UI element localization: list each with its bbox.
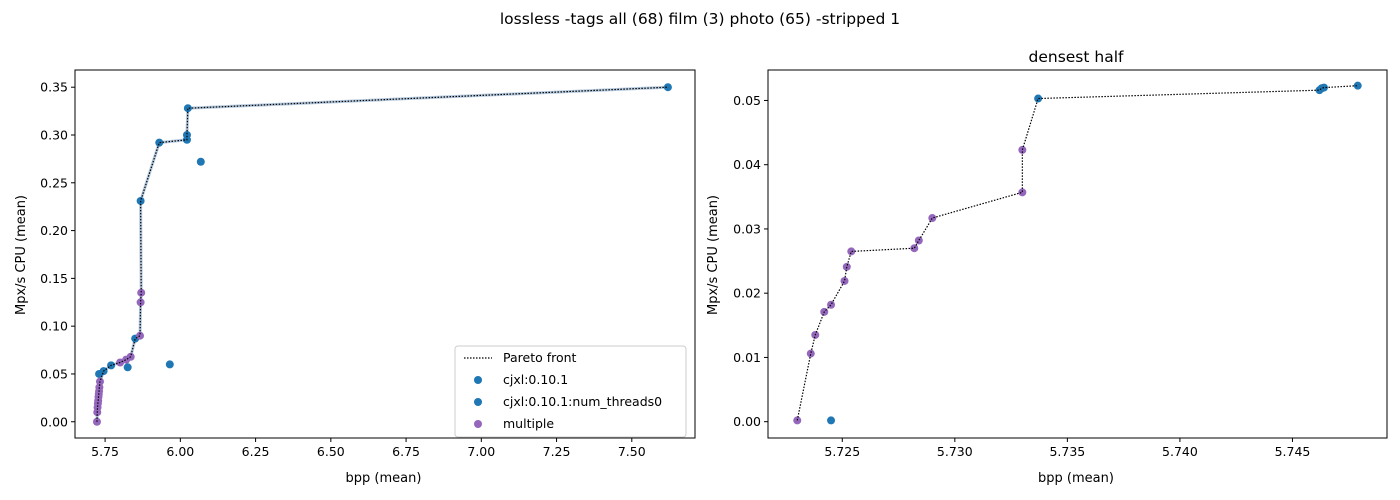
right-point-multiple — [842, 262, 851, 271]
left-axes-frame — [74, 69, 696, 439]
left-x-tick-label: 6.00 — [166, 444, 194, 459]
left-point-cjxl-0-10-1-num-threads0 — [663, 83, 672, 92]
right-y-tick-label: 0.04 — [733, 157, 761, 172]
left-point-cjxl-0-10-1-num-threads0 — [182, 131, 191, 139]
left-x-tick-label: 6.50 — [317, 444, 345, 459]
left-chart-panel: bpp (mean) Mpx/s CPU (mean) 5.75 6.00 6.25… — [14, 69, 696, 486]
right-x-axis-label: bpp (mean) — [1038, 471, 1114, 486]
left-y-tick-label: 0.05 — [40, 366, 68, 381]
right-x-tick-label: 5.745 — [1275, 444, 1311, 459]
left-y-tick-label: 0.10 — [40, 319, 68, 334]
legend-label-cjxl-threads: cjxl:0.10.1:num_threads0 — [503, 394, 662, 409]
left-y-tick-label: 0.30 — [40, 127, 68, 142]
right-x-tick-label: 5.735 — [1049, 444, 1085, 459]
right-point-multiple — [840, 276, 849, 285]
right-x-tick-label: 5.730 — [937, 444, 973, 459]
right-pareto-line — [796, 85, 1358, 421]
right-x-tick-label: 5.725 — [824, 444, 860, 459]
left-point-cjxl-0-10-1 — [123, 363, 132, 372]
legend: Pareto front cjxl:0.10.1 cjxl:0.10.1:num… — [454, 345, 687, 438]
legend-label-pareto: Pareto front — [503, 350, 577, 365]
left-point-cjxl-0-10-1 — [196, 157, 205, 166]
left-y-tick-label: 0.15 — [40, 271, 68, 286]
left-y-tick-label: 0.20 — [40, 223, 68, 238]
left-point-cjxl-0-10-1-num-threads0 — [183, 104, 192, 113]
right-point-cjxl-0-10-1-num-threads0 — [1353, 81, 1362, 90]
right-point-cjxl-0-10-1 — [827, 416, 836, 425]
left-y-tick-label: 0.25 — [40, 175, 68, 190]
right-y-tick-label: 0.01 — [733, 350, 761, 365]
left-point-multiple — [136, 298, 145, 307]
left-x-tick-label: 7.25 — [543, 444, 571, 459]
left-point-cjxl-0-10-1-num-threads0 — [155, 138, 164, 147]
legend-label-multiple: multiple — [503, 416, 554, 431]
figure-title: lossless -tags all (68) film (3) photo (… — [500, 10, 900, 28]
right-point-cjxl-0-10-1-num-threads0 — [1034, 94, 1043, 103]
right-chart-panel: densest half bpp (mean) Mpx/s CPU (mean)… — [706, 48, 1388, 486]
left-x-tick-label: 7.00 — [467, 444, 495, 459]
right-point-multiple — [806, 349, 815, 358]
right-point-multiple — [910, 244, 919, 253]
right-point-multiple — [827, 300, 836, 309]
right-point-multiple — [928, 214, 937, 223]
right-axes-frame — [767, 69, 1388, 439]
right-y-tick-label: 0.03 — [733, 221, 761, 236]
left-pareto-line — [96, 86, 668, 422]
right-chart-title: densest half — [1029, 48, 1125, 66]
left-y-tick-label: 0.00 — [40, 414, 68, 429]
legend-label-cjxl: cjxl:0.10.1 — [503, 372, 568, 387]
left-point-multiple — [136, 331, 145, 340]
right-point-multiple — [914, 236, 923, 245]
right-y-axis-label: Mpx/s CPU (mean) — [706, 195, 721, 315]
left-point-multiple — [137, 288, 146, 297]
left-y-axis-label: Mpx/s CPU (mean) — [14, 195, 29, 315]
left-y-tick-label: 0.35 — [40, 80, 68, 95]
right-point-multiple — [847, 247, 856, 256]
right-y-tick-label: 0.02 — [733, 286, 761, 301]
left-x-tick-label: 7.50 — [618, 444, 646, 459]
right-y-tick-label: 0.05 — [733, 93, 761, 108]
left-x-tick-label: 6.75 — [392, 444, 420, 459]
legend-box — [454, 345, 687, 438]
left-x-tick-label: 5.75 — [91, 444, 119, 459]
right-x-tick-label: 5.740 — [1162, 444, 1198, 459]
right-point-multiple — [1018, 145, 1027, 154]
right-point-multiple — [1018, 188, 1027, 197]
right-y-tick-label: 0.00 — [733, 414, 761, 429]
legend-cjxl-swatch — [474, 376, 482, 384]
left-x-axis-label: bpp (mean) — [346, 471, 422, 486]
legend-cjxl-threads-swatch — [474, 398, 482, 406]
legend-multiple-swatch — [474, 420, 482, 428]
left-x-tick-label: 6.25 — [242, 444, 270, 459]
left-point-cjxl-0-10-1 — [165, 360, 174, 369]
